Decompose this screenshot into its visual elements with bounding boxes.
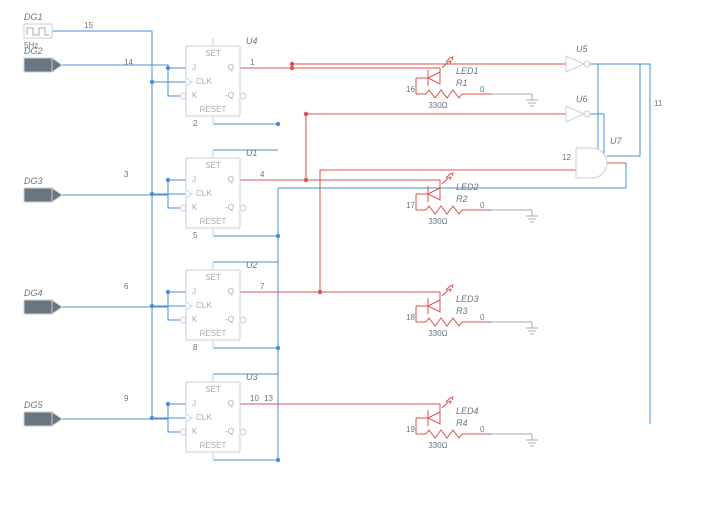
svg-text:U4: U4 <box>246 36 258 46</box>
svg-text:0: 0 <box>480 201 485 210</box>
svg-text:U6: U6 <box>576 94 588 104</box>
not-U5 <box>566 56 590 72</box>
flipflop-U1 <box>186 150 246 236</box>
not-U6 <box>566 106 590 122</box>
svg-text:DG2: DG2 <box>24 46 43 56</box>
svg-text:10: 10 <box>250 394 259 403</box>
svg-text:19: 19 <box>406 425 415 434</box>
svg-text:U1: U1 <box>246 148 258 158</box>
svg-text:R1: R1 <box>456 78 468 88</box>
svg-text:15: 15 <box>84 21 93 30</box>
text-labels: U4U1U2U3DG15HzDG21DG31DG41DG51U5U6U7LED1… <box>24 12 663 450</box>
svg-text:1: 1 <box>250 58 255 67</box>
flipflop-U4 <box>186 38 246 124</box>
wires <box>52 31 650 462</box>
svg-text:LED4: LED4 <box>456 406 479 416</box>
svg-text:DG1: DG1 <box>24 12 43 22</box>
svg-text:R4: R4 <box>456 418 468 428</box>
svg-text:16: 16 <box>406 85 415 94</box>
svg-text:330Ω: 330Ω <box>428 441 447 450</box>
svg-text:0: 0 <box>480 425 485 434</box>
source-DG1 <box>24 24 52 38</box>
svg-text:DG3: DG3 <box>24 176 43 186</box>
svg-text:11: 11 <box>654 99 663 108</box>
svg-text:1: 1 <box>32 304 37 313</box>
svg-text:6: 6 <box>124 282 129 291</box>
svg-text:DG5: DG5 <box>24 400 44 410</box>
svg-text:1: 1 <box>32 62 37 71</box>
svg-text:9: 9 <box>124 394 129 403</box>
svg-text:14: 14 <box>124 58 133 67</box>
svg-text:U7: U7 <box>610 136 622 146</box>
svg-text:8: 8 <box>193 343 198 352</box>
svg-text:LED3: LED3 <box>456 294 479 304</box>
svg-text:DG4: DG4 <box>24 288 43 298</box>
svg-text:17: 17 <box>406 201 415 210</box>
svg-text:7: 7 <box>260 282 265 291</box>
svg-text:330Ω: 330Ω <box>428 101 447 110</box>
svg-text:13: 13 <box>264 394 273 403</box>
svg-text:LED2: LED2 <box>456 182 479 192</box>
svg-text:R3: R3 <box>456 306 468 316</box>
source-DG3 <box>24 188 62 202</box>
svg-text:R2: R2 <box>456 194 468 204</box>
schematic-canvas: SET J CLK K RESET Q -Q <box>0 0 703 510</box>
flipflop-U3 <box>186 374 246 460</box>
svg-text:330Ω: 330Ω <box>428 217 447 226</box>
parts <box>24 24 607 460</box>
svg-text:330Ω: 330Ω <box>428 329 447 338</box>
source-DG2 <box>24 58 62 72</box>
svg-text:5: 5 <box>193 231 198 240</box>
source-DG4 <box>24 300 62 314</box>
svg-text:18: 18 <box>406 313 415 322</box>
svg-text:2: 2 <box>193 119 198 128</box>
and-U7 <box>576 148 607 178</box>
svg-text:3: 3 <box>124 170 129 179</box>
source-DG5 <box>24 412 62 426</box>
svg-text:4: 4 <box>260 170 265 179</box>
svg-text:LED1: LED1 <box>456 66 479 76</box>
svg-text:U3: U3 <box>246 372 258 382</box>
flipflop-U2 <box>186 262 246 348</box>
svg-text:12: 12 <box>562 153 571 162</box>
svg-text:1: 1 <box>32 192 37 201</box>
svg-text:1: 1 <box>32 416 37 425</box>
svg-text:0: 0 <box>480 85 485 94</box>
svg-text:0: 0 <box>480 313 485 322</box>
svg-text:U2: U2 <box>246 260 258 270</box>
svg-text:U5: U5 <box>576 44 588 54</box>
